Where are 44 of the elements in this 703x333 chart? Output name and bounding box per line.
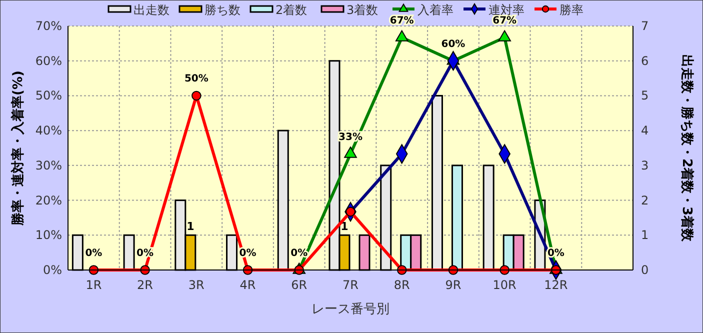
legend-label: 連対率 [488, 3, 524, 17]
y-tick-label: 30% [35, 158, 62, 172]
y2-tick-label: 2 [641, 193, 649, 208]
y-tick-label: 40% [35, 124, 62, 138]
y-tick-label: 20% [35, 193, 62, 208]
y-tick-label: 50% [35, 88, 62, 103]
y2-tick-label: 3 [641, 158, 649, 172]
legend-label: 出走数 [134, 3, 170, 17]
y2-tick-label: 1 [641, 228, 649, 242]
data-label: 67% [492, 16, 517, 27]
data-label: 1 [186, 220, 194, 234]
point [192, 90, 202, 101]
y2-tick-label: 6 [641, 54, 649, 68]
legend-label: 2着数 [276, 3, 308, 17]
x-tick-label: 12R [544, 278, 568, 292]
x-tick-label: 8R [394, 278, 410, 292]
legend-label: 勝ち数 [204, 3, 240, 17]
y2-tick-label: 4 [641, 124, 649, 138]
x-tick-label: 4R [240, 278, 256, 292]
legend-label: 勝率 [560, 3, 584, 17]
x-tick-label: 10R [492, 278, 516, 292]
data-label: 1 [340, 220, 348, 234]
x-axis-title: レース番号別 [312, 302, 390, 317]
y-tick-label: 10% [35, 228, 62, 242]
y-tick-label: 0% [42, 263, 62, 277]
legend-label: 3着数 [346, 3, 378, 17]
x-tick-label: 6R [291, 278, 308, 292]
y2-tick-label: 5 [641, 88, 649, 103]
legend-label: 入着率 [418, 3, 454, 17]
x-tick-label: 2R [137, 278, 154, 292]
data-label: 50% [184, 74, 208, 85]
x-tick-label: 3R [188, 278, 204, 292]
data-label: 0% [85, 248, 102, 259]
x-tick-label: 1R [86, 278, 102, 292]
data-label: 67% [390, 16, 414, 27]
y-tick-label: 60% [35, 54, 62, 68]
y2-axis-title: 出走数・勝ち数・2着数・3着数 [679, 54, 695, 243]
data-label: 60% [441, 38, 466, 50]
x-tick-label: 9R [445, 278, 462, 292]
y2-tick-label: 7 [641, 19, 649, 33]
y-axis-title: 勝率・連対率・入着率(%) [10, 70, 26, 226]
y-tick-label: 70% [35, 19, 62, 33]
y2-tick-label: 0 [641, 263, 649, 277]
x-tick-label: 7R [342, 278, 358, 292]
